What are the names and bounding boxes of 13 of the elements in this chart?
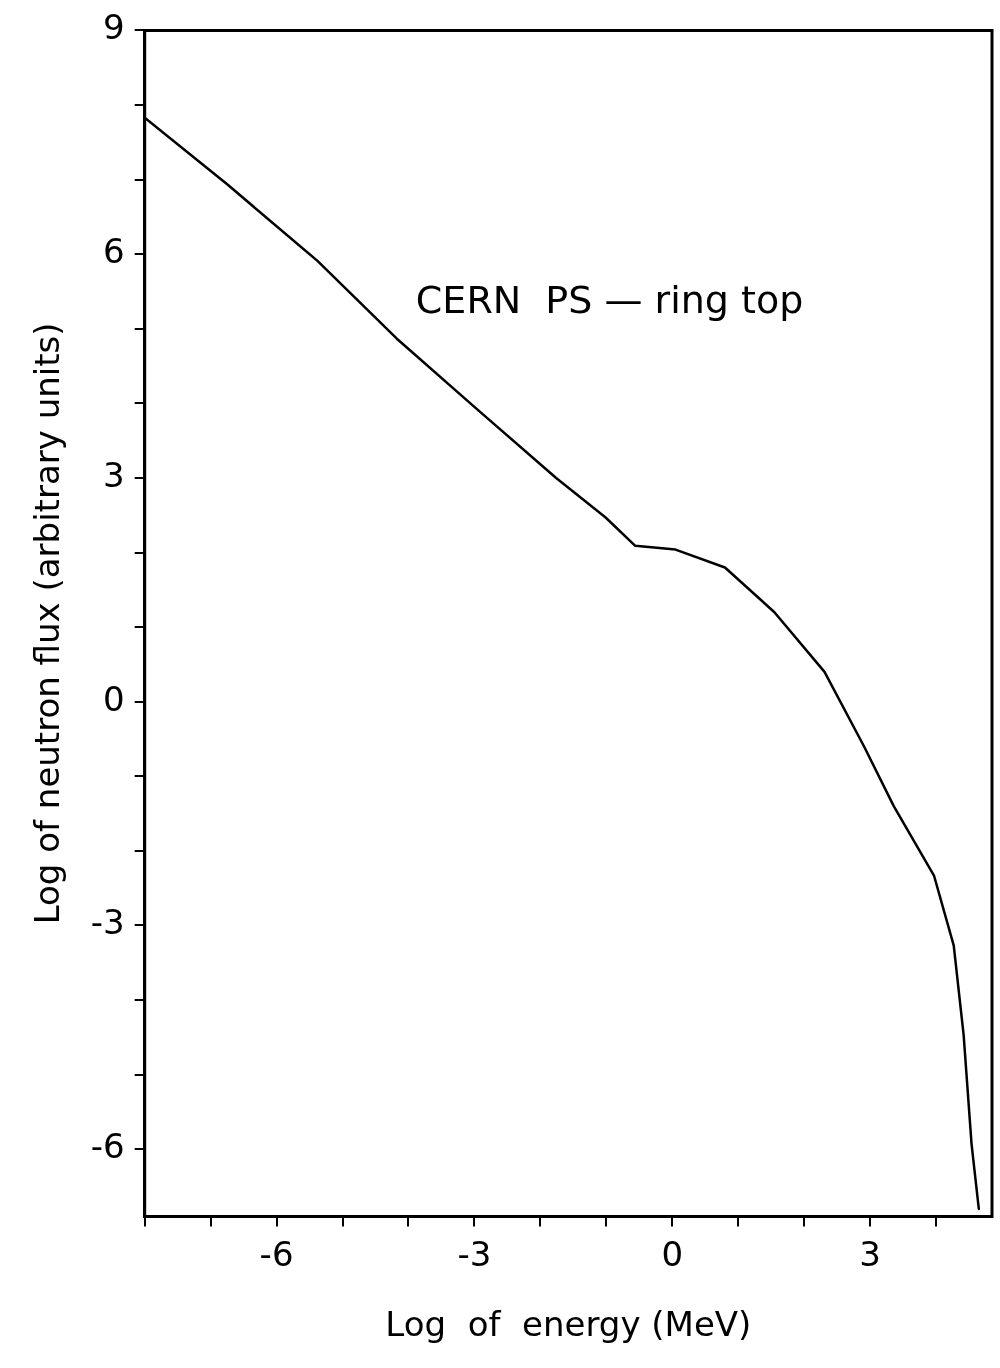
x-tick-label: 3 [859,1233,881,1274]
y-tick-label: 3 [103,454,125,495]
x-tick-label: 0 [661,1233,684,1274]
y-axis-title: Log of neutron flux (arbitrary units) [27,322,68,925]
y-tick-label: -3 [90,902,125,943]
x-tick-label: -3 [457,1233,492,1274]
y-tick-label: 6 [103,231,125,271]
y-tick-label: -6 [90,1126,125,1167]
annotation: CERN PS — ring top [415,278,804,323]
x-axis-title: Log of energy (MeV) [385,1304,752,1345]
x-tick-label: -6 [259,1233,294,1274]
y-tick-label: 9 [103,7,125,48]
y-tick-label: 0 [103,678,125,719]
